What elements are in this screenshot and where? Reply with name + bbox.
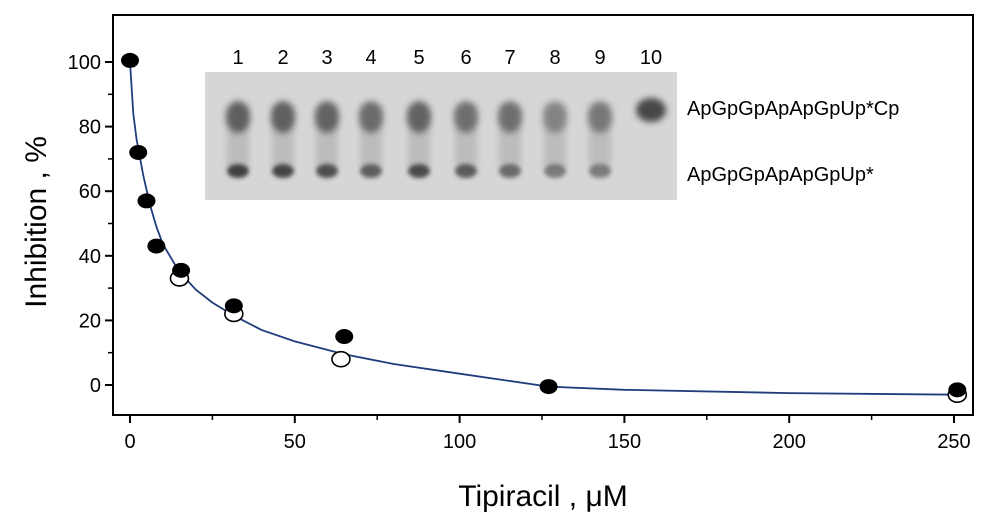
gel-lane-label: 5 <box>413 47 424 69</box>
data-point-open <box>331 350 351 368</box>
gel-band-upper <box>498 101 522 133</box>
gel-band-upper <box>588 101 612 133</box>
y-axis-label: Inhibition , % <box>20 136 53 308</box>
data-point-filled <box>948 382 967 398</box>
data-point-filled <box>121 52 139 68</box>
data-point-filled <box>539 379 558 395</box>
gel-lane-label: 1 <box>232 47 243 69</box>
data-point-filled <box>129 144 148 160</box>
x-axis-label: Tipiracil , μM <box>458 480 628 513</box>
data-point-filled <box>147 238 166 254</box>
x-tick-label: 250 <box>937 431 970 453</box>
x-tick-label: 150 <box>608 431 641 453</box>
x-axis: 0 50 100 150 200 250 <box>124 415 971 453</box>
gel-band-lower <box>589 164 611 178</box>
gel-lane-label: 2 <box>277 47 288 69</box>
y-tick-label: 80 <box>79 117 101 139</box>
band-label-lower: ApGpGpApApGpUp* <box>687 164 874 186</box>
gel-inset: 1 2 3 4 5 6 7 8 9 10 ApGpGpApApGpUp*Cp ApGpGpApApGp… <box>205 47 899 200</box>
y-axis: 0 20 40 60 80 100 <box>68 52 113 397</box>
y-tick-label: 40 <box>79 246 101 268</box>
gel-lane-label: 10 <box>640 47 662 69</box>
x-tick-label: 200 <box>773 431 806 453</box>
plot-frame <box>112 14 974 416</box>
gel-band-upper <box>407 101 431 133</box>
gel-band-upper <box>271 101 295 133</box>
data-point-filled <box>224 298 243 314</box>
x-tick-label: 0 <box>124 431 135 453</box>
y-tick-label: 0 <box>90 375 101 397</box>
x-tick-label: 50 <box>284 431 306 453</box>
y-tick-label: 100 <box>68 52 101 74</box>
gel-lane-label: 3 <box>321 47 332 69</box>
gel-band-lower <box>227 164 249 178</box>
gel-band-lower <box>408 164 430 178</box>
gel-band-upper <box>359 101 383 133</box>
gel-band-upper <box>315 101 339 133</box>
y-tick-label: 20 <box>79 310 101 332</box>
x-tick-label: 100 <box>443 431 476 453</box>
gel-band-upper <box>226 101 250 133</box>
gel-band-upper <box>454 101 478 133</box>
data-point-filled <box>137 193 156 209</box>
band-label-upper: ApGpGpApApGpUp*Cp <box>687 98 899 120</box>
data-point-filled <box>172 262 191 278</box>
gel-band-lower <box>455 164 477 178</box>
series-layer <box>121 52 968 403</box>
gel-band-upper <box>543 101 567 133</box>
y-tick-label: 60 <box>79 181 101 203</box>
gel-band-lower <box>544 164 566 178</box>
gel-band-upper <box>636 98 666 122</box>
data-point-filled <box>335 329 354 345</box>
gel-lane-label: 7 <box>504 47 515 69</box>
fit-curve <box>129 61 958 396</box>
gel-lane-label: 9 <box>594 47 605 69</box>
gel-band-lower <box>272 164 294 178</box>
gel-band-lower <box>499 164 521 178</box>
gel-band-lower <box>316 164 338 178</box>
gel-lane-label: 8 <box>549 47 560 69</box>
gel-lane-label: 4 <box>365 47 376 69</box>
gel-band-lower <box>360 164 382 178</box>
gel-lane-label: 6 <box>460 47 471 69</box>
